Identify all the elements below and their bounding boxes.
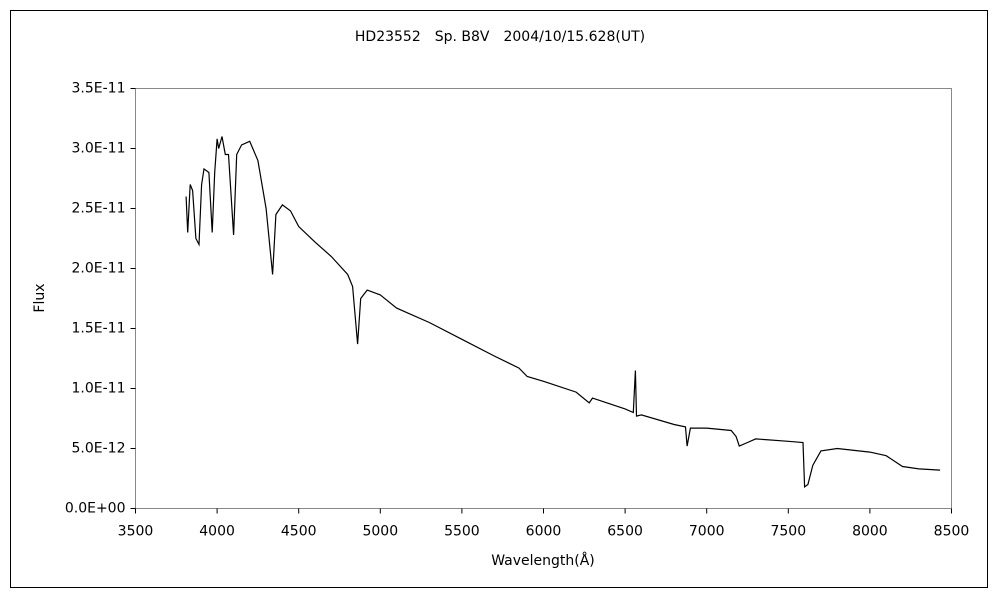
y-tick-label: 1.5E-11	[72, 321, 126, 337]
x-tick-label: 7500	[770, 524, 806, 540]
x-tick-label: 8000	[852, 524, 888, 540]
y-tick-label: 3.0E-11	[72, 141, 126, 157]
plot-area	[135, 88, 952, 509]
y-tick-label: 2.5E-11	[72, 201, 126, 217]
x-tick-label: 5000	[362, 524, 398, 540]
x-tick-label: 3500	[118, 524, 154, 540]
y-tick-label: 0.0E+00	[65, 501, 126, 517]
chart-title: HD23552 Sp. B8V 2004/10/15.628(UT)	[355, 29, 645, 45]
x-tick-label: 6000	[526, 524, 562, 540]
x-tick-label: 6500	[607, 524, 643, 540]
y-tick-label: 2.0E-11	[72, 261, 126, 277]
y-axis-label: Flux	[32, 283, 48, 312]
x-tick-label: 7000	[689, 524, 725, 540]
x-tick-label: 4500	[281, 524, 317, 540]
y-tick-label: 3.5E-11	[72, 81, 126, 97]
x-tick-label: 4000	[199, 524, 235, 540]
y-tick-label: 5.0E-12	[72, 441, 126, 457]
x-axis-label: Wavelength(Å)	[491, 552, 595, 569]
x-tick-label: 5500	[444, 524, 480, 540]
y-tick-label: 1.0E-11	[72, 381, 126, 397]
spectrum-line	[185, 136, 941, 489]
x-tick-label: 8500	[934, 524, 970, 540]
